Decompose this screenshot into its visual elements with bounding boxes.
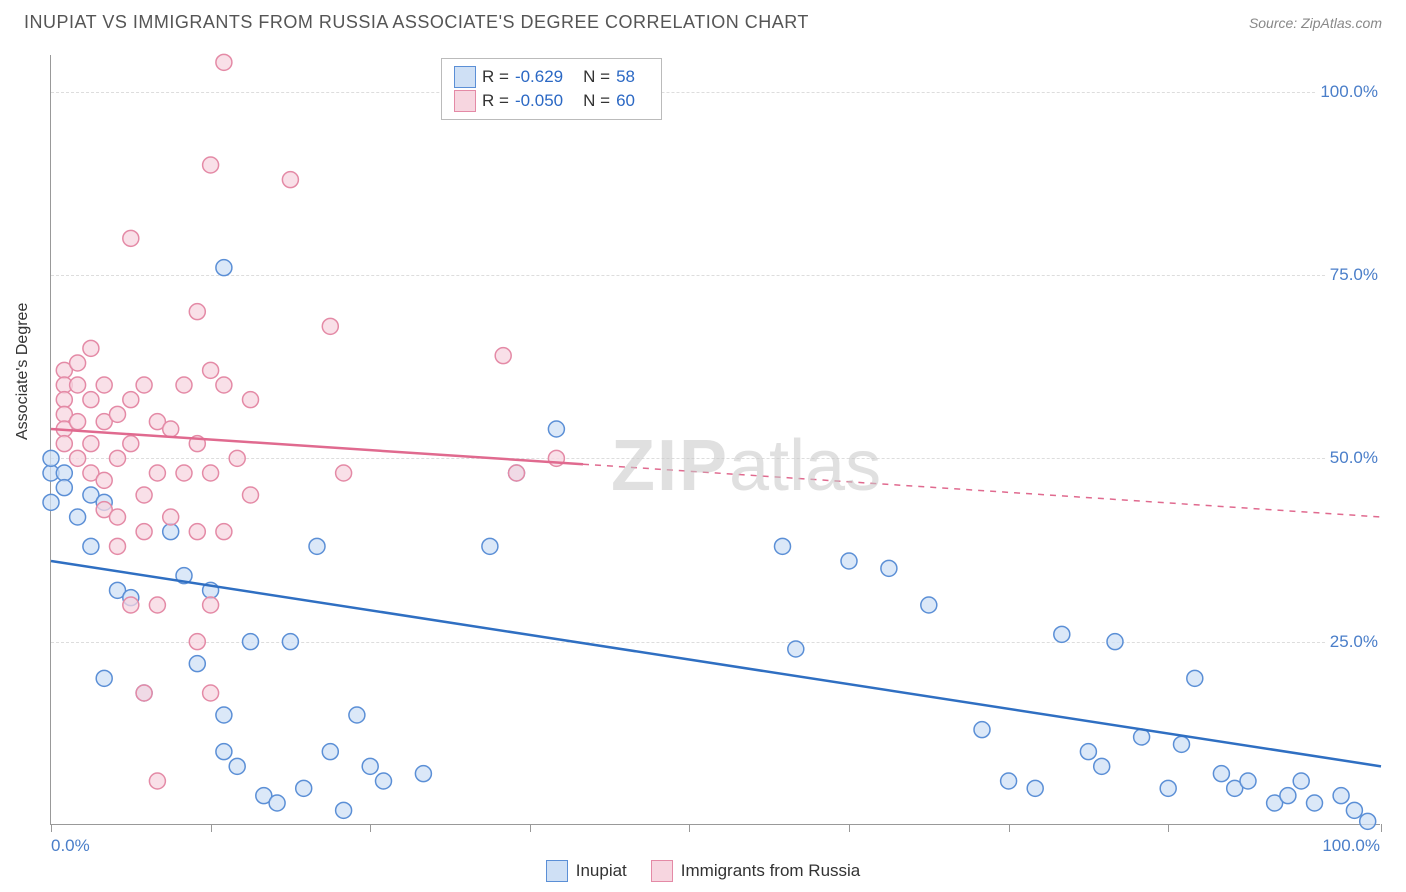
source-attribution: Source: ZipAtlas.com: [1249, 15, 1382, 31]
y-axis-label: Associate's Degree: [14, 303, 32, 440]
series-legend: Inupiat Immigrants from Russia: [0, 860, 1406, 882]
legend-item-2: Immigrants from Russia: [651, 860, 860, 882]
swatch-series-2: [454, 90, 476, 112]
scatter-svg: [51, 55, 1380, 824]
chart-title: INUPIAT VS IMMIGRANTS FROM RUSSIA ASSOCI…: [24, 12, 809, 33]
legend-item-1: Inupiat: [546, 860, 627, 882]
x-label-min: 0.0%: [51, 836, 90, 856]
swatch-series-1: [454, 66, 476, 88]
stats-row-2: R = -0.050 N = 60: [454, 90, 649, 112]
legend-label-2: Immigrants from Russia: [681, 861, 860, 881]
stats-legend: R = -0.629 N = 58 R = -0.050 N = 60: [441, 58, 662, 120]
swatch-icon: [651, 860, 673, 882]
r-value-1: -0.629: [515, 67, 563, 87]
x-label-max: 100.0%: [1322, 836, 1380, 856]
n-value-2: 60: [616, 91, 635, 111]
legend-label-1: Inupiat: [576, 861, 627, 881]
r-label: R =: [482, 91, 509, 111]
swatch-icon: [546, 860, 568, 882]
chart-plot-area: 25.0%50.0%75.0%100.0% ZIPatlas R = -0.62…: [50, 55, 1380, 825]
stats-row-1: R = -0.629 N = 58: [454, 66, 649, 88]
n-value-1: 58: [616, 67, 635, 87]
r-label: R =: [482, 67, 509, 87]
n-label: N =: [583, 91, 610, 111]
r-value-2: -0.050: [515, 91, 563, 111]
n-label: N =: [583, 67, 610, 87]
